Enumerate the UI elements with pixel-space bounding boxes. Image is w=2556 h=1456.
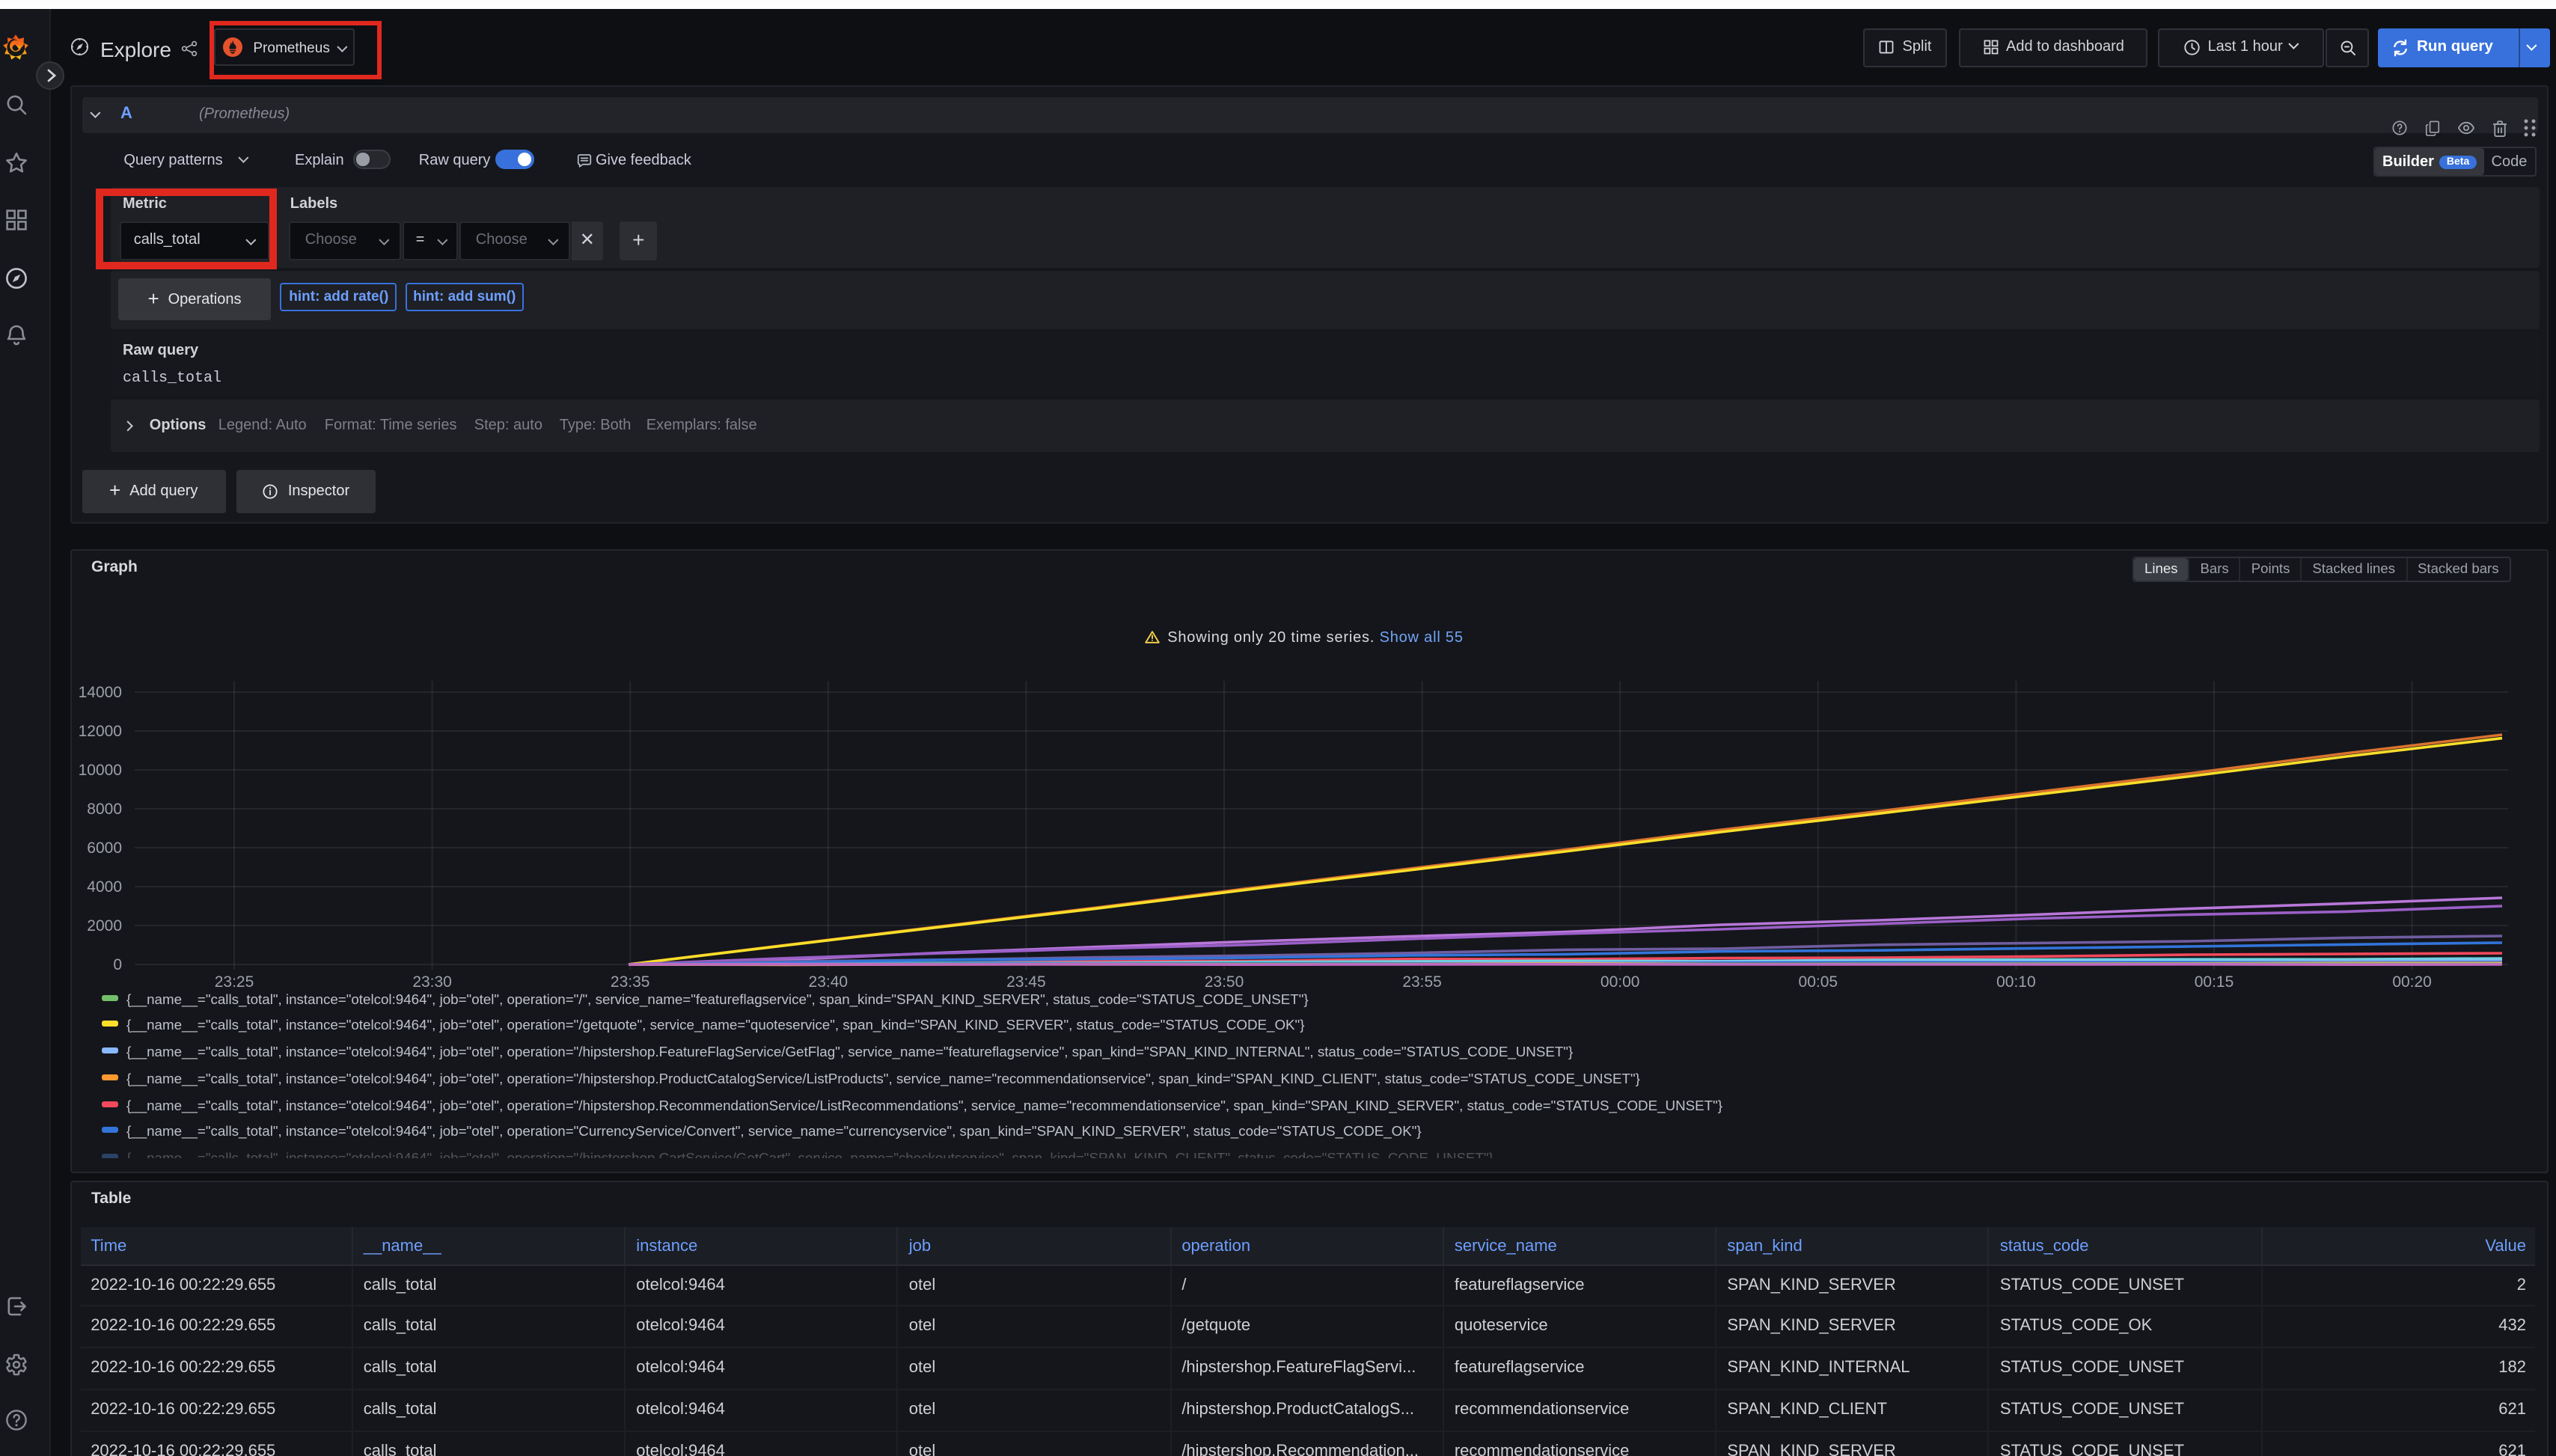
svg-text:10000: 10000	[79, 761, 122, 778]
svg-text:00:20: 00:20	[2392, 973, 2432, 988]
svg-text:6000: 6000	[87, 839, 122, 856]
svg-text:23:50: 23:50	[1205, 973, 1244, 988]
svg-text:23:35: 23:35	[611, 973, 650, 988]
svg-text:14000: 14000	[79, 683, 122, 700]
svg-text:00:05: 00:05	[1799, 973, 1838, 988]
svg-text:23:25: 23:25	[215, 973, 254, 988]
svg-text:0: 0	[113, 955, 122, 973]
svg-text:00:15: 00:15	[2195, 973, 2234, 988]
svg-text:12000: 12000	[79, 722, 122, 739]
svg-text:23:40: 23:40	[809, 973, 849, 988]
svg-text:4000: 4000	[87, 878, 122, 895]
svg-text:23:55: 23:55	[1402, 973, 1442, 988]
svg-text:23:45: 23:45	[1006, 973, 1046, 988]
svg-text:23:30: 23:30	[412, 973, 452, 988]
svg-text:8000: 8000	[87, 800, 122, 817]
svg-text:2000: 2000	[87, 917, 122, 934]
svg-text:00:00: 00:00	[1600, 973, 1640, 988]
svg-text:00:10: 00:10	[1996, 973, 2036, 988]
